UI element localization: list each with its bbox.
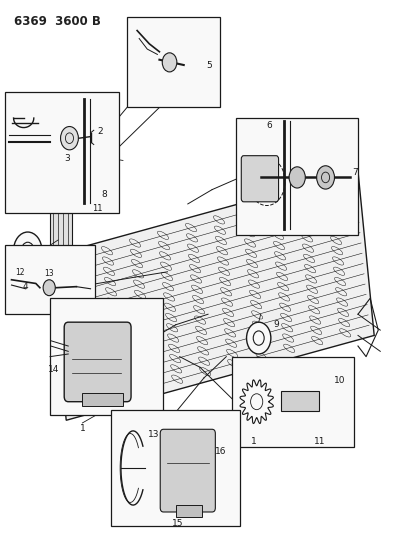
- Text: 15: 15: [172, 520, 184, 528]
- Text: 13: 13: [148, 430, 159, 439]
- Bar: [176, 505, 202, 517]
- Circle shape: [13, 232, 42, 269]
- FancyBboxPatch shape: [160, 429, 215, 512]
- Text: 1: 1: [251, 437, 257, 446]
- Text: 2: 2: [98, 127, 104, 136]
- FancyBboxPatch shape: [64, 322, 131, 402]
- Text: 11: 11: [92, 204, 103, 213]
- Circle shape: [317, 166, 335, 189]
- Text: 1: 1: [80, 424, 85, 433]
- Text: 8: 8: [102, 190, 108, 199]
- Bar: [127, 17, 220, 108]
- Circle shape: [162, 53, 177, 72]
- Text: 16: 16: [215, 447, 227, 456]
- Circle shape: [246, 322, 271, 354]
- Bar: [50, 298, 164, 415]
- Bar: [5, 245, 95, 314]
- Text: 6369  3600 B: 6369 3600 B: [13, 14, 100, 28]
- Circle shape: [309, 367, 330, 394]
- Text: 14: 14: [49, 365, 60, 374]
- Text: 4: 4: [23, 282, 29, 292]
- Text: 13: 13: [44, 269, 54, 278]
- Text: 7: 7: [352, 167, 358, 176]
- Text: 5: 5: [206, 61, 212, 69]
- FancyBboxPatch shape: [241, 156, 279, 202]
- Text: 3: 3: [64, 154, 70, 163]
- Text: 11: 11: [314, 437, 325, 446]
- Circle shape: [60, 126, 78, 150]
- Bar: [82, 393, 123, 407]
- Bar: [111, 410, 240, 526]
- Bar: [281, 391, 319, 411]
- Polygon shape: [50, 171, 374, 420]
- Polygon shape: [50, 171, 72, 256]
- Circle shape: [289, 167, 305, 188]
- Text: 6: 6: [266, 120, 272, 130]
- Bar: [236, 118, 358, 235]
- Bar: [233, 357, 354, 447]
- Text: 12: 12: [16, 268, 25, 277]
- Text: 10: 10: [334, 376, 345, 385]
- Text: 9: 9: [273, 320, 279, 329]
- Bar: [5, 92, 119, 214]
- Circle shape: [43, 280, 55, 296]
